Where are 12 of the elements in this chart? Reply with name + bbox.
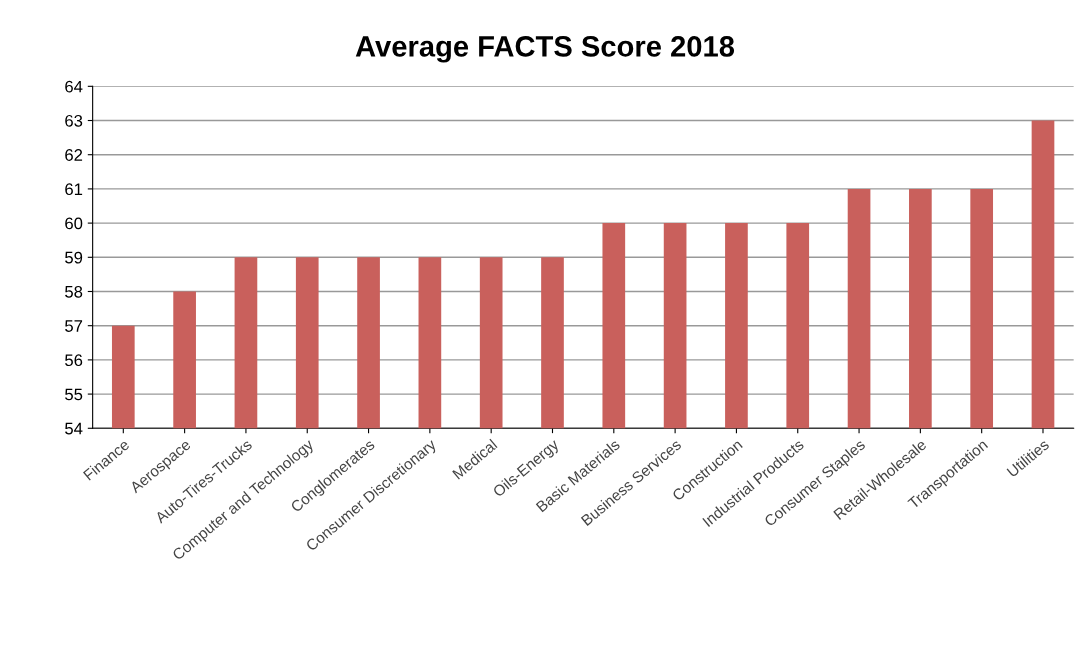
y-tick-label: 54 xyxy=(65,422,83,435)
y-tick-label: 63 xyxy=(65,114,83,127)
y-tick-label: 58 xyxy=(65,285,83,298)
y-tick-label: 60 xyxy=(65,217,83,230)
y-tick-label: 62 xyxy=(65,149,83,161)
y-tick-label: 64 xyxy=(65,80,83,93)
y-tick-label: 57 xyxy=(65,320,83,332)
y-tick-label: 56 xyxy=(65,354,83,367)
chart-title: Average FACTS Score 2018 xyxy=(355,36,735,63)
y-tick-label: 55 xyxy=(65,388,83,401)
y-tick-label: 59 xyxy=(65,251,83,264)
y-tick-label: 61 xyxy=(65,183,83,196)
